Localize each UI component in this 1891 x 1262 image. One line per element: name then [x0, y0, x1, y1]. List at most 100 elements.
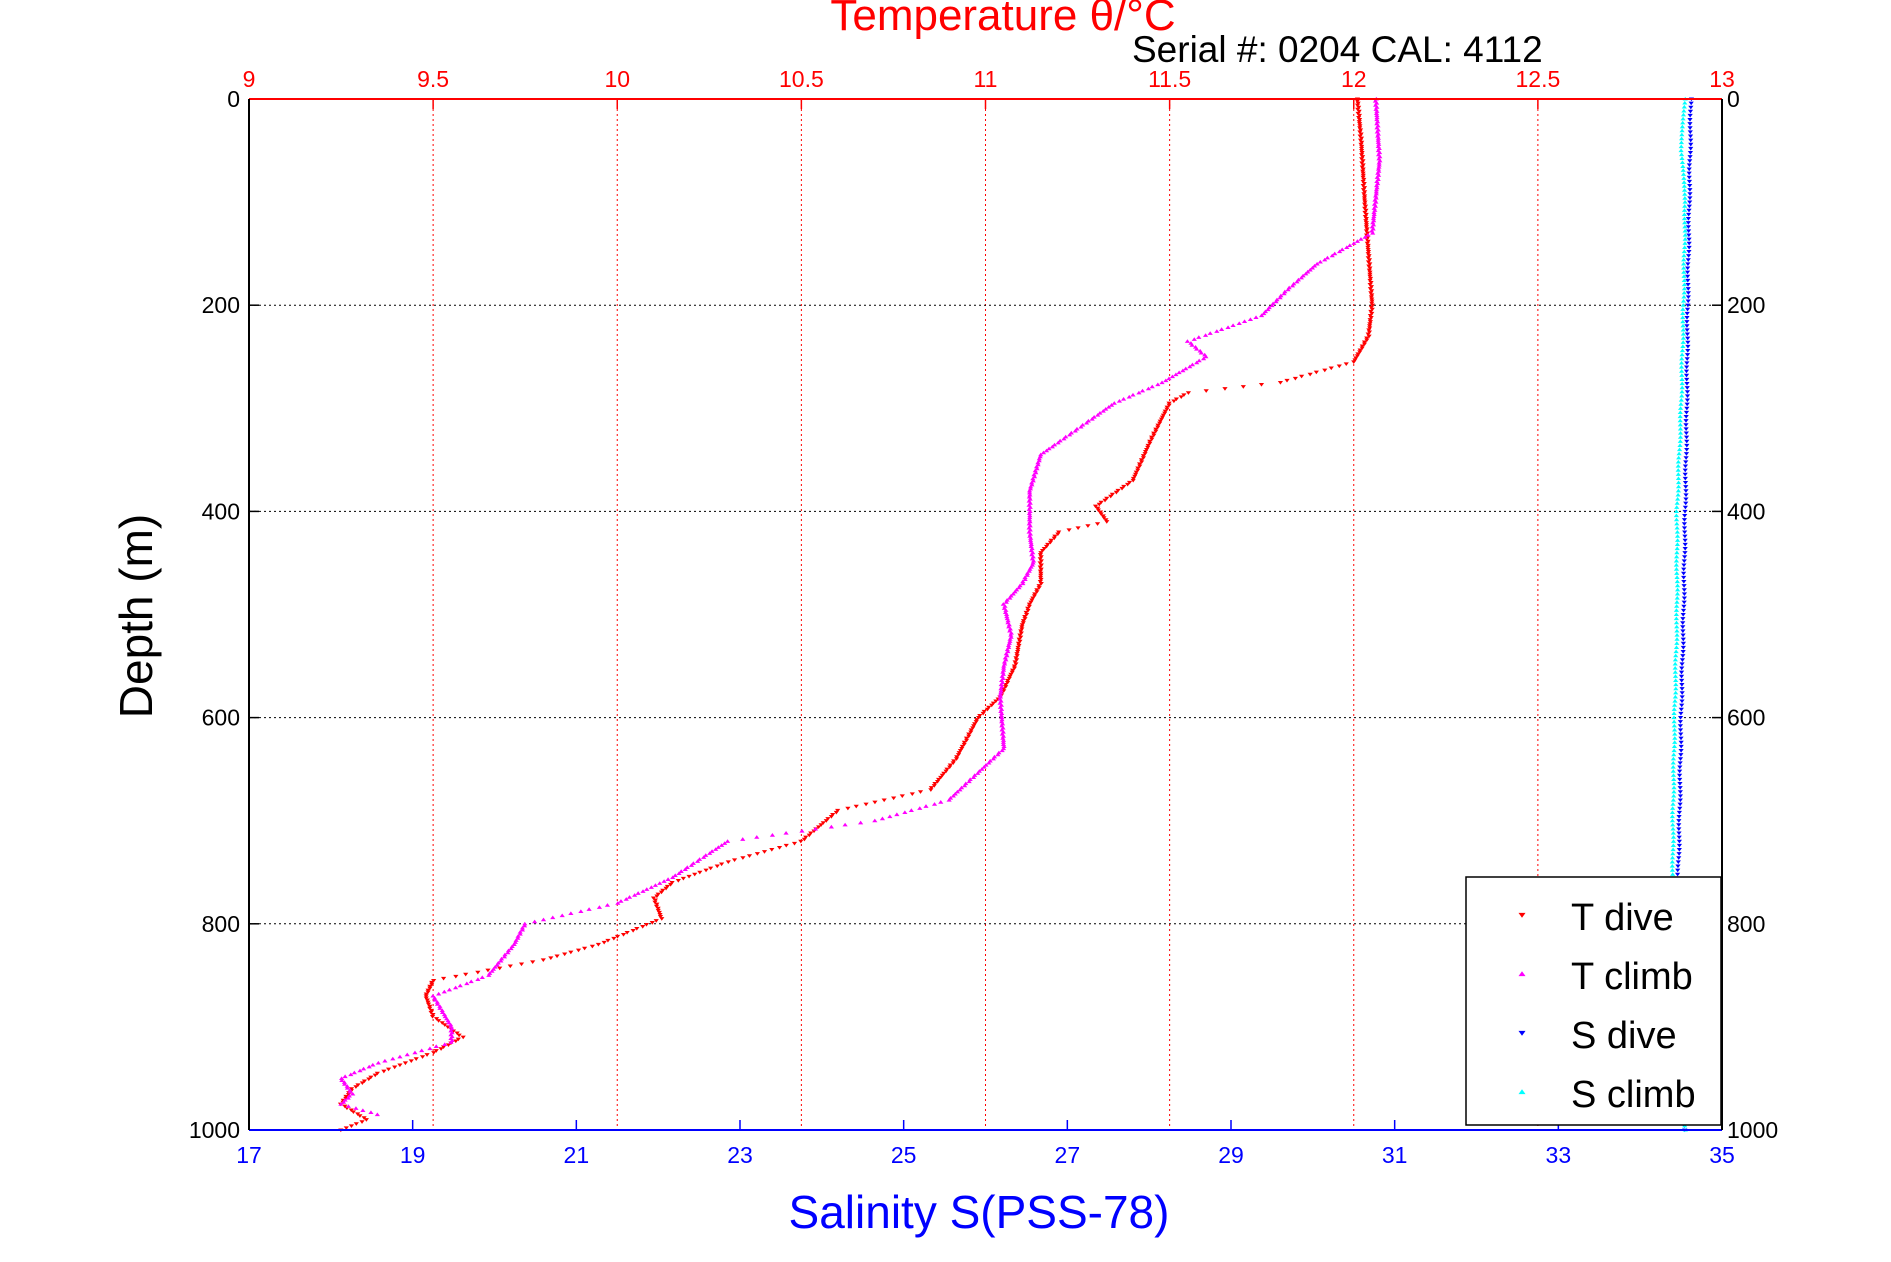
- data-point: [1675, 488, 1681, 493]
- legend-label: S climb: [1571, 1074, 1696, 1116]
- data-point: [999, 717, 1005, 722]
- data-point: [1259, 313, 1265, 318]
- data-point: [1683, 435, 1690, 440]
- data-point: [1030, 596, 1036, 601]
- depth-tick-label-left: 200: [202, 292, 240, 318]
- data-point: [578, 909, 584, 913]
- data-point: [428, 1010, 434, 1015]
- data-point: [1000, 736, 1006, 740]
- data-point: [1366, 264, 1372, 269]
- data-point: [1680, 650, 1686, 654]
- data-point: [345, 1104, 352, 1108]
- data-point: [1669, 810, 1676, 815]
- data-point: [1671, 793, 1677, 798]
- data-point: [1362, 206, 1368, 211]
- data-point: [1671, 744, 1678, 749]
- data-point: [433, 1044, 439, 1049]
- data-point: [655, 908, 661, 913]
- data-point: [1687, 192, 1693, 196]
- data-point: [1671, 719, 1677, 724]
- data-point: [669, 881, 675, 885]
- data-point: [1017, 633, 1023, 638]
- data-point: [957, 749, 964, 753]
- data-point: [643, 923, 650, 927]
- data-point: [1674, 529, 1680, 534]
- data-point: [1130, 478, 1136, 483]
- data-point: [1375, 140, 1381, 144]
- data-point: [1679, 369, 1685, 373]
- data-point: [1097, 410, 1103, 415]
- data-point: [611, 936, 617, 941]
- data-point: [1176, 370, 1182, 375]
- data-point: [433, 1017, 440, 1021]
- depth-tick-label-right: 600: [1727, 705, 1765, 731]
- data-point: [1674, 591, 1681, 596]
- data-point: [1166, 376, 1172, 381]
- data-point: [1678, 140, 1685, 145]
- data-point: [1680, 327, 1686, 332]
- data-point: [1028, 600, 1034, 605]
- data-point: [1357, 128, 1364, 133]
- data-point: [1027, 515, 1033, 520]
- data-point: [1674, 538, 1681, 542]
- data-point: [1358, 142, 1364, 147]
- data-point: [1126, 480, 1133, 485]
- depth-tick-label-left: 400: [202, 498, 240, 524]
- data-point: [1343, 362, 1349, 367]
- data-point: [486, 973, 492, 977]
- data-point: [1036, 586, 1042, 590]
- data-point: [1375, 131, 1381, 136]
- data-point: [1365, 239, 1371, 244]
- data-point: [1678, 670, 1685, 675]
- data-point: [816, 825, 822, 829]
- data-point: [374, 1112, 380, 1117]
- data-point: [695, 859, 701, 863]
- data-point: [554, 954, 560, 959]
- data-point: [1682, 513, 1688, 518]
- data-point: [1673, 645, 1680, 650]
- data-point: [970, 775, 977, 779]
- data-point: [1681, 526, 1688, 530]
- data-point: [1359, 157, 1365, 161]
- data-point: [586, 907, 592, 911]
- data-point: [1685, 262, 1691, 267]
- data-point: [1031, 594, 1038, 599]
- data-point: [1676, 835, 1682, 840]
- data-point: [1680, 116, 1686, 121]
- data-point: [1687, 130, 1693, 135]
- data-point: [1677, 790, 1683, 794]
- data-point: [1676, 810, 1682, 815]
- data-point: [1669, 863, 1675, 868]
- data-point: [928, 786, 934, 790]
- data-point: [1247, 317, 1254, 322]
- data-point: [1225, 325, 1231, 329]
- data-point: [1361, 186, 1368, 190]
- data-point: [1686, 204, 1692, 209]
- data-point: [709, 849, 715, 853]
- data-point: [697, 870, 703, 875]
- data-point: [1273, 299, 1279, 304]
- data-point: [1024, 571, 1031, 575]
- data-point: [823, 819, 829, 823]
- legend-label: S dive: [1571, 1015, 1677, 1057]
- data-point: [1672, 670, 1678, 674]
- data-point: [1686, 233, 1692, 238]
- data-point: [1684, 353, 1691, 357]
- data-point: [548, 956, 554, 961]
- data-point: [502, 952, 508, 957]
- data-point: [1359, 344, 1365, 349]
- data-point: [1680, 168, 1686, 172]
- data-point: [1236, 321, 1242, 326]
- data-point: [1681, 579, 1687, 584]
- data-point: [993, 699, 999, 704]
- data-point: [1674, 525, 1680, 530]
- data-point: [437, 1004, 443, 1008]
- data-point: [1685, 340, 1691, 345]
- data-point: [1369, 297, 1375, 302]
- data-point: [682, 867, 688, 871]
- data-point: [1680, 637, 1686, 642]
- data-point: [1680, 340, 1686, 344]
- data-point: [783, 843, 789, 848]
- salinity-tick-label: 21: [564, 1142, 590, 1168]
